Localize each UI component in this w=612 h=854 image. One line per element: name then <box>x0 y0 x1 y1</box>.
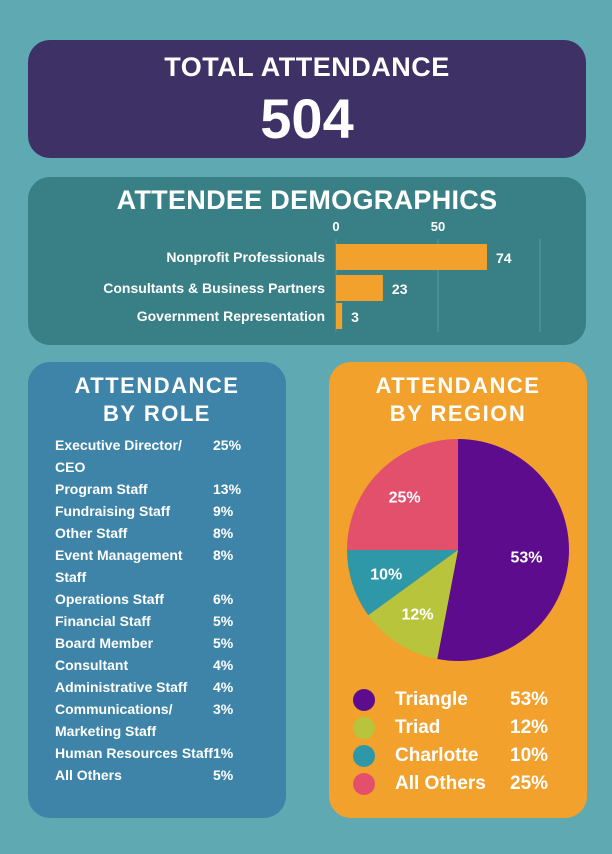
role-name: Program Staff <box>55 481 148 497</box>
pie-slice-charlotte <box>347 550 458 616</box>
role-list: Executive Director/ CEO 25% Program Staff 1… <box>55 434 280 786</box>
legend-label: Triangle <box>395 689 468 710</box>
legend-swatch <box>353 745 375 767</box>
role-percent: 8% <box>213 547 234 563</box>
role-percent: 4% <box>213 679 234 695</box>
role-percent: 5% <box>213 767 234 783</box>
role-row: Executive Director/ CEO 25% <box>55 434 280 478</box>
legend-label: Charlotte <box>395 745 479 766</box>
role-name: Consultant <box>55 657 129 673</box>
demographics-category-label: Nonprofit Professionals <box>166 249 325 265</box>
demographics-category-label: Consultants & Business Partners <box>103 280 325 296</box>
role-title-line1: ATTENDANCE <box>74 373 240 398</box>
legend-item: Triad 12% <box>353 714 583 742</box>
role-percent: 13% <box>213 481 242 497</box>
legend-label: Triad <box>395 717 441 738</box>
demographics-value-label: 74 <box>496 250 512 266</box>
demographics-tick-label: 50 <box>431 219 445 234</box>
role-name: Financial Staff <box>55 613 151 629</box>
role-name: Administrative Staff <box>55 679 188 695</box>
role-name: Event Management Staff <box>55 547 183 585</box>
demographics-title: ATTENDEE DEMOGRAPHICS <box>116 185 498 215</box>
region-card: ATTENDANCE BY REGION 53% 12% 10% 25% Triang… <box>329 362 587 818</box>
role-name: Executive Director/ CEO <box>55 437 182 475</box>
role-name: Other Staff <box>55 525 128 541</box>
pie-slice-label: 53% <box>510 549 542 566</box>
pie-slice-triad <box>368 550 458 660</box>
role-card: ATTENDANCE BY ROLE Executive Director/ C… <box>28 362 286 818</box>
role-row: Administrative Staff 4% <box>55 676 280 698</box>
demographics-card: ATTENDEE DEMOGRAPHICS 0 50 Nonprofit Profe… <box>28 177 586 345</box>
role-name: Board Member <box>55 635 154 651</box>
pie-slice-label: 25% <box>389 490 421 507</box>
role-row: Other Staff 8% <box>55 522 280 544</box>
region-pie-chart: 53% 12% 10% 25% <box>347 439 569 661</box>
region-title-line2: BY REGION <box>389 401 527 426</box>
role-row: Operations Staff 6% <box>55 588 280 610</box>
region-legend: Triangle 53% Triad 12% Charlotte 10% All Other… <box>353 686 583 798</box>
role-row: Human Resources Staff 1% <box>55 742 280 764</box>
demographics-category-label: Government Representation <box>137 308 325 324</box>
role-row: All Others 5% <box>55 764 280 786</box>
demographics-bar <box>336 275 383 301</box>
legend-item: Charlotte 10% <box>353 742 583 770</box>
legend-item: All Others 25% <box>353 770 583 798</box>
role-percent: 1% <box>213 745 234 761</box>
role-percent: 4% <box>213 657 234 673</box>
role-percent: 6% <box>213 591 234 607</box>
demographics-value-label: 3 <box>351 309 359 325</box>
role-percent: 8% <box>213 525 234 541</box>
legend-item: Triangle 53% <box>353 686 583 714</box>
legend-percent: 10% <box>510 745 549 766</box>
pie-slice-all-others <box>347 439 458 550</box>
legend-percent: 53% <box>510 689 549 710</box>
role-percent: 25% <box>213 437 242 453</box>
pie-slice-label: 12% <box>402 607 434 624</box>
pie-slice-triangle <box>437 439 569 661</box>
role-name: All Others <box>55 767 122 783</box>
role-row: Board Member 5% <box>55 632 280 654</box>
region-title-line1: ATTENDANCE <box>375 373 541 398</box>
total-attendance-title: TOTAL ATTENDANCE <box>164 52 450 82</box>
total-attendance-card: TOTAL ATTENDANCE 504 <box>28 40 586 158</box>
role-title: ATTENDANCE BY ROLE <box>28 372 286 428</box>
role-title-line2: BY ROLE <box>103 401 211 426</box>
region-title: ATTENDANCE BY REGION <box>329 372 587 428</box>
legend-swatch <box>353 717 375 739</box>
role-row: Event Management Staff 8% <box>55 544 280 588</box>
role-row: Financial Staff 5% <box>55 610 280 632</box>
legend-percent: 25% <box>510 773 549 794</box>
role-percent: 9% <box>213 503 234 519</box>
role-name: Operations Staff <box>55 591 164 607</box>
pie-slice-label: 10% <box>370 566 402 583</box>
demographics-bar <box>336 244 487 270</box>
legend-label: All Others <box>395 773 486 794</box>
role-row: Program Staff 13% <box>55 478 280 500</box>
role-percent: 5% <box>213 613 234 629</box>
demographics-bar-chart: 0 50 Nonprofit Professionals 74 Consultants … <box>103 219 541 332</box>
total-attendance-value: 504 <box>260 87 354 150</box>
role-percent: 3% <box>213 701 234 717</box>
role-row: Communications/ Marketing Staff 3% <box>55 698 280 742</box>
role-row: Fundraising Staff 9% <box>55 500 280 522</box>
demographics-tick-label: 0 <box>332 219 339 234</box>
legend-percent: 12% <box>510 717 549 738</box>
legend-swatch <box>353 773 375 795</box>
role-row: Consultant 4% <box>55 654 280 676</box>
demographics-bar <box>336 303 343 329</box>
role-name: Communications/ Marketing Staff <box>55 701 173 739</box>
role-name: Fundraising Staff <box>55 503 171 519</box>
legend-swatch <box>353 689 375 711</box>
demographics-value-label: 23 <box>392 281 408 297</box>
role-name: Human Resources Staff <box>55 745 213 761</box>
role-percent: 5% <box>213 635 234 651</box>
